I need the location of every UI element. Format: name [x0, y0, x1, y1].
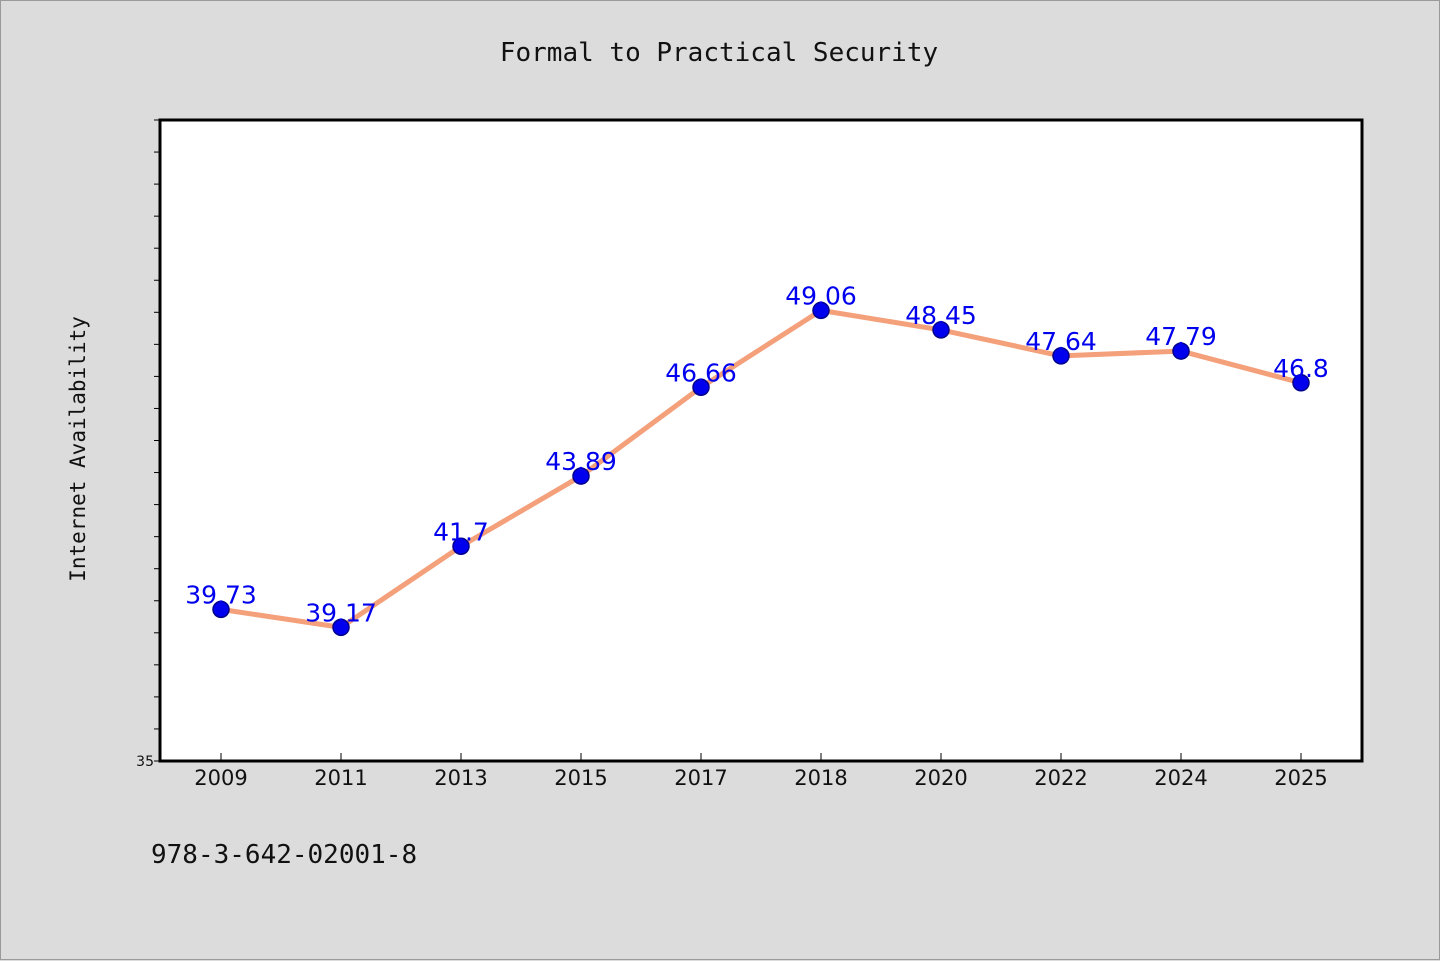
- x-tick-label: 2022: [1034, 766, 1087, 790]
- x-tick-label: 2015: [554, 766, 607, 790]
- data-label: 39.17: [305, 598, 377, 627]
- x-tick-label: 2009: [194, 766, 247, 790]
- data-label: 43.89: [545, 447, 617, 476]
- data-label: 46.8: [1273, 354, 1329, 383]
- data-label: 46.66: [665, 358, 737, 387]
- y-tick-label: 35: [136, 754, 154, 770]
- chart-title: Formal to Practical Security: [500, 38, 938, 68]
- data-label: 41.7: [433, 517, 489, 546]
- data-label: 49.06: [785, 281, 857, 310]
- x-tick-label: 2013: [434, 766, 487, 790]
- x-tick-label: 2011: [314, 766, 367, 790]
- data-label: 47.64: [1025, 327, 1097, 356]
- data-label: 39.73: [185, 580, 257, 609]
- data-label: 47.79: [1145, 322, 1217, 351]
- x-tick-label: 2025: [1274, 766, 1327, 790]
- x-tick-label: 2024: [1154, 766, 1207, 790]
- data-label: 48.45: [905, 301, 977, 330]
- x-tick-label: 2020: [914, 766, 967, 790]
- y-axis-label: Internet Availability: [66, 316, 90, 582]
- x-tick-label: 2018: [794, 766, 847, 790]
- x-tick-label: 2017: [674, 766, 727, 790]
- plot-area: [160, 120, 1362, 761]
- y-axis-ticks: 35: [136, 120, 160, 770]
- isbn-footnote: 978-3-642-02001-8: [151, 840, 417, 870]
